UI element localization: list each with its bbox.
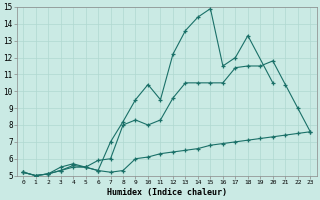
X-axis label: Humidex (Indice chaleur): Humidex (Indice chaleur)	[107, 188, 227, 197]
